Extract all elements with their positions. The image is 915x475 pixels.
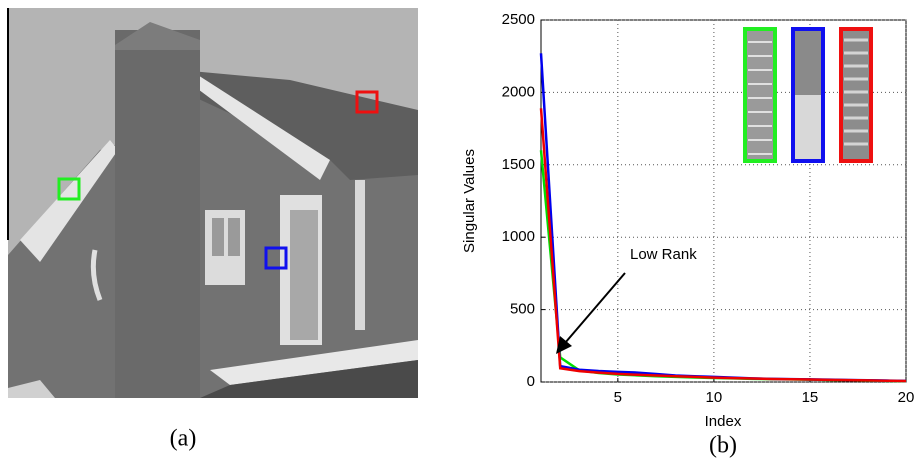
x-tick-label: 20 [898, 389, 915, 406]
inset-patches [745, 29, 871, 161]
y-axis-label: Singular Values [461, 149, 478, 253]
caption: (b) [709, 433, 737, 459]
y-tick-label: 2500 [502, 11, 535, 28]
x-tick-label: 15 [802, 389, 819, 406]
page: (a) (b) Singular Values Index 0 500 1000 15… [0, 0, 915, 475]
annotation: Low Rank [630, 246, 697, 263]
series-line [541, 150, 906, 381]
x-axis-label: Index [705, 413, 742, 430]
y-tick-label: 2000 [502, 83, 535, 100]
y-tick-label: 1500 [502, 156, 535, 173]
y-tick-label: 500 [510, 301, 535, 318]
x-tick-label: 5 [614, 389, 622, 406]
annotation-arrow [565, 273, 625, 343]
x-tick-label: 10 [706, 389, 723, 406]
figure: (a) (b) Singular Values Index 0 500 1000 15… [0, 0, 915, 470]
house-photo [8, 8, 418, 398]
y-tick-label: 1000 [502, 228, 535, 245]
caption: (a) [170, 426, 197, 452]
y-tick-label: 0 [527, 373, 535, 390]
